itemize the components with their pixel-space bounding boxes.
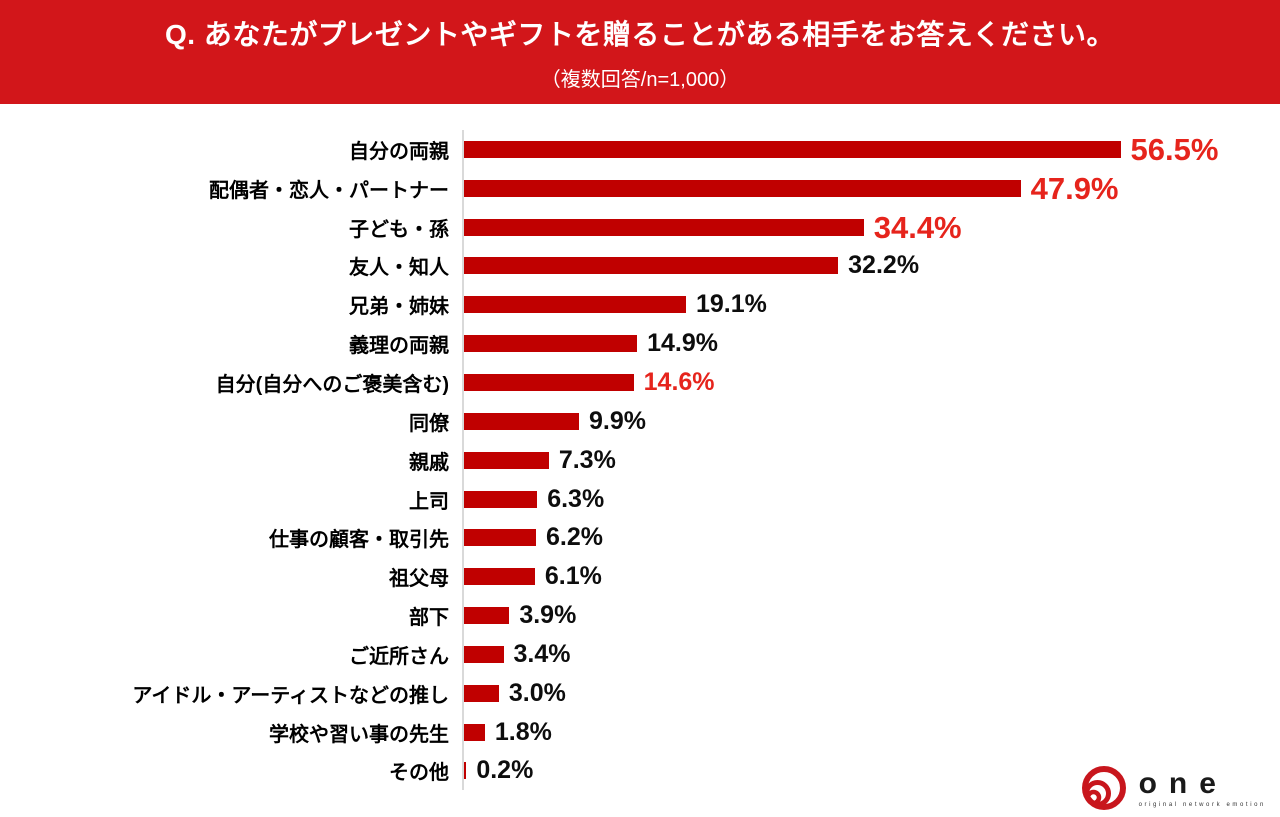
chart-row: 同僚 9.9% — [0, 401, 1280, 441]
value-label: 19.1% — [695, 290, 767, 319]
value-label: 14.9% — [647, 329, 719, 358]
value-label: 3.0% — [508, 678, 566, 707]
category-label: 同僚 — [409, 412, 449, 435]
bar-area: 3.4% — [462, 634, 1280, 674]
value-label: 14.6% — [643, 367, 715, 396]
bar — [464, 335, 638, 353]
bar — [464, 373, 634, 391]
bar — [464, 607, 510, 625]
value-label: 3.4% — [513, 639, 571, 668]
category-label: 子ども・孫 — [349, 218, 449, 241]
logo-wordmark: one — [1138, 766, 1228, 800]
bar-area: 9.9% — [462, 401, 1280, 441]
value-label: 6.1% — [544, 562, 602, 591]
category-label: 学校や習い事の先生 — [269, 723, 449, 746]
bar-area: 3.0% — [462, 673, 1280, 713]
bar — [464, 684, 499, 702]
bar-area: 47.9% — [462, 168, 1280, 208]
value-label: 1.8% — [494, 717, 552, 746]
bar — [464, 218, 864, 236]
chart-row: 仕事の顧客・取引先 6.2% — [0, 518, 1280, 558]
value-label: 6.3% — [547, 484, 605, 513]
bar — [464, 568, 535, 586]
bar-area: 56.5% — [462, 130, 1280, 169]
bar — [464, 140, 1121, 158]
bar-area: 32.2% — [462, 246, 1280, 286]
bar — [464, 645, 504, 663]
value-label: 9.9% — [589, 406, 647, 435]
chart-row: その他 0.2% — [0, 751, 1280, 791]
category-label: 自分(自分へのご褒美含む) — [215, 373, 449, 396]
bar — [464, 412, 580, 430]
chart-row: 子ども・孫 34.4% — [0, 207, 1280, 247]
chart-row: 学校や習い事の先生 1.8% — [0, 712, 1280, 752]
value-label: 56.5% — [1130, 131, 1219, 167]
bar — [464, 723, 485, 741]
category-label: 祖父母 — [389, 568, 449, 591]
category-label: 義理の両親 — [349, 335, 449, 358]
bar-area: 1.8% — [462, 712, 1280, 752]
category-label: 自分の両親 — [349, 140, 449, 163]
bar-area: 14.6% — [462, 363, 1280, 402]
bar — [464, 296, 686, 314]
chart-row: 上司 6.3% — [0, 479, 1280, 519]
chart-row: 祖父母 6.1% — [0, 557, 1280, 597]
bar — [464, 490, 538, 508]
category-label: ご近所さん — [349, 645, 449, 668]
category-label: 仕事の顧客・取引先 — [269, 529, 449, 552]
chart-row: 兄弟・姉妹 19.1% — [0, 285, 1280, 325]
question-header: Q. あなたがプレゼントやギフトを贈ることがある相手をお答えください。 （複数回… — [0, 0, 1280, 104]
bar — [464, 762, 467, 780]
chart-row: 自分(自分へのご褒美含む) 14.6% — [0, 363, 1280, 402]
bar — [464, 451, 549, 469]
chart-row: 友人・知人 32.2% — [0, 246, 1280, 286]
category-label: 兄弟・姉妹 — [349, 296, 449, 319]
company-logo: one original network emotion — [1081, 765, 1266, 811]
bar-area: 14.9% — [462, 324, 1280, 364]
category-label: その他 — [389, 762, 449, 785]
value-label: 34.4% — [873, 209, 962, 245]
category-label: 友人・知人 — [349, 257, 449, 280]
category-label: 親戚 — [409, 451, 449, 474]
bar-area: 6.1% — [462, 557, 1280, 597]
bar-area: 19.1% — [462, 285, 1280, 325]
category-label: 上司 — [409, 490, 449, 513]
bar — [464, 257, 839, 275]
chart-row: ご近所さん 3.4% — [0, 634, 1280, 674]
bar-area: 6.2% — [462, 518, 1280, 558]
chart-row: 義理の両親 14.9% — [0, 324, 1280, 364]
value-label: 0.2% — [476, 756, 534, 785]
chart-row: 親戚 7.3% — [0, 440, 1280, 480]
bar-area: 3.9% — [462, 596, 1280, 635]
value-label: 3.9% — [519, 601, 577, 630]
chart-row: 自分の両親 56.5% — [0, 130, 1280, 169]
value-label: 7.3% — [558, 445, 616, 474]
bar — [464, 179, 1021, 197]
category-label: アイドル・アーティストなどの推し — [132, 684, 449, 707]
logo-tagline: original network emotion — [1138, 801, 1266, 808]
chart-row: 部下 3.9% — [0, 596, 1280, 635]
bar-area: 6.3% — [462, 479, 1280, 519]
chart-row: 配偶者・恋人・パートナー 47.9% — [0, 168, 1280, 208]
value-label: 47.9% — [1030, 170, 1119, 206]
value-label: 32.2% — [848, 251, 920, 280]
bar — [464, 529, 537, 547]
bar-area: 0.2% — [462, 751, 1280, 791]
bar-area: 34.4% — [462, 207, 1280, 247]
question-title: Q. あなたがプレゼントやギフトを贈ることがある相手をお答えください。 — [164, 18, 1115, 50]
value-label: 6.2% — [546, 523, 604, 552]
logo-text-block: one original network emotion — [1138, 766, 1266, 808]
chart-row: アイドル・アーティストなどの推し 3.0% — [0, 673, 1280, 713]
category-label: 配偶者・恋人・パートナー — [209, 179, 449, 202]
category-label: 部下 — [409, 607, 449, 630]
sample-size-note: （複数回答/n=1,000） — [540, 68, 740, 91]
logo-spiral-icon — [1081, 766, 1126, 810]
bar-chart: 自分の両親 56.5% 配偶者・恋人・パートナー 47.9% 子ども・孫 34.4% 友人・… — [0, 130, 1280, 791]
bar-area: 7.3% — [462, 440, 1280, 480]
